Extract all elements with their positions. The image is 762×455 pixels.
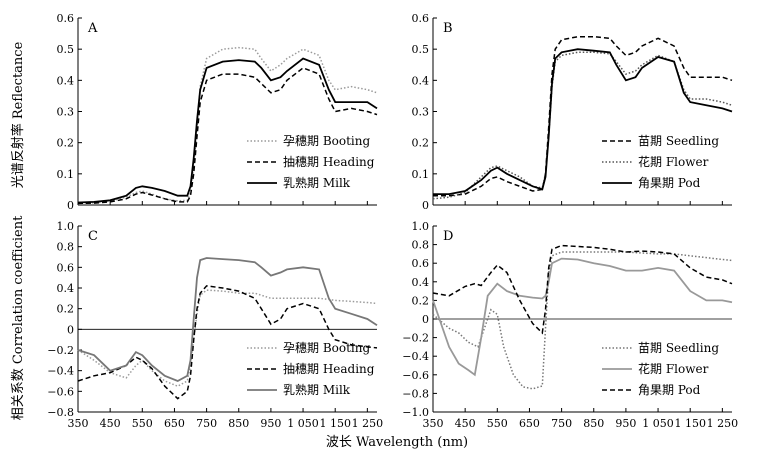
- y-tick-label-p2-9: 1.0: [57, 220, 75, 233]
- legend-label-p1-0: 苗期 Seedling: [638, 134, 719, 148]
- y-tick-label-p2-4: 0: [67, 323, 74, 336]
- y-tick-label-p3-8: 0.6: [412, 257, 430, 270]
- x-tick-label-p2-0: 350: [68, 417, 89, 430]
- y-tick-label-p0-5: 0.5: [57, 43, 75, 56]
- y-tick-label-p0-6: 0.6: [57, 12, 75, 25]
- y-axis-label-top: 光谱反射率 Reflectance: [10, 41, 26, 188]
- y-tick-label-p3-5: 0: [422, 313, 429, 326]
- x-tick-label-p3-6: 950: [615, 417, 636, 430]
- y-tick-label-p3-0: −1.0: [402, 406, 429, 419]
- y-tick-label-p3-2: −0.6: [402, 369, 429, 382]
- x-tick-label-p2-7: 1 050: [287, 417, 319, 430]
- y-tick-label-p1-6: 0.6: [412, 12, 430, 25]
- y-tick-label-p2-1: −0.6: [47, 385, 74, 398]
- panel-b: B 0 0.1 0.2 0.3 0.4 0.5 0.6 苗期 Seedling 花期 Flower…: [412, 12, 733, 212]
- y-tick-label-p2-8: 0.8: [57, 241, 75, 254]
- series-line-p0-1: [77, 67, 378, 205]
- panel-label-c: C: [88, 229, 98, 244]
- legend-label-p2-0: 孕穗期 Booting: [283, 341, 370, 355]
- x-tick-label-p3-4: 750: [551, 417, 572, 430]
- series-line-p2-2: [77, 257, 378, 382]
- x-tick-label-p2-5: 850: [228, 417, 249, 430]
- y-tick-label-p2-7: 0.6: [57, 261, 75, 274]
- y-tick-label-p2-3: −0.2: [47, 344, 74, 357]
- y-tick-label-p0-4: 0.4: [57, 74, 75, 87]
- y-tick-label-p3-6: 0.2: [412, 294, 430, 307]
- series-line-p0-2: [77, 57, 378, 204]
- legend-label-p3-1: 花期 Flower: [638, 361, 709, 376]
- x-tick-label-p3-5: 850: [583, 417, 604, 430]
- series-line-p3-1: [432, 257, 733, 377]
- y-tick-label-p0-2: 0.2: [57, 137, 75, 150]
- y-tick-label-p3-7: 0.4: [412, 276, 430, 289]
- panel-a: A 0 0.1 0.2 0.3 0.4 0.5 0.6 孕穗期 Booting 抽穗期 Headi…: [57, 12, 378, 212]
- y-tick-label-p1-2: 0.2: [412, 137, 430, 150]
- series-line-p3-0: [432, 251, 733, 390]
- y-tick-label-p3-4: −0.2: [402, 332, 429, 345]
- legend-label-p0-1: 抽穗期 Heading: [283, 155, 375, 169]
- y-tick-label-p1-1: 0.1: [412, 168, 430, 181]
- panel-label-b: B: [443, 21, 453, 36]
- legend-label-p2-2: 乳熟期 Milk: [283, 382, 351, 397]
- x-tick-label-p3-0: 350: [423, 417, 444, 430]
- y-tick-label-p1-4: 0.4: [412, 74, 430, 87]
- x-tick-label-p3-1: 450: [455, 417, 476, 430]
- y-tick-label-p3-10: 1.0: [412, 220, 430, 233]
- y-tick-label-p3-3: −0.4: [402, 350, 429, 363]
- panel-label-d: D: [443, 229, 453, 244]
- y-tick-label-p0-0: 0: [67, 199, 74, 212]
- series-line-p3-2: [432, 244, 733, 335]
- series-line-p1-0: [433, 35, 733, 197]
- panel-d: D −1.0 −0.8 −0.6 −0.4 −0.2 0 0.2 0.4 0.6 0.8 1.0 350…: [402, 220, 738, 430]
- x-axis-label: 波长 Wavelength (nm): [326, 435, 468, 450]
- x-tick-label-p2-2: 550: [132, 417, 153, 430]
- y-tick-label-p2-2: −0.4: [47, 365, 74, 378]
- series-line-p1-2: [433, 48, 733, 195]
- x-tick-label-p2-8: 1 150: [319, 417, 351, 430]
- series-line-p2-0: [77, 289, 378, 388]
- y-tick-label-p0-3: 0.3: [57, 106, 75, 119]
- series-line-p0-0: [77, 46, 378, 205]
- legend-label-p2-1: 抽穗期 Heading: [283, 362, 375, 376]
- x-tick-label-p2-4: 750: [196, 417, 217, 430]
- x-tick-label-p3-3: 650: [519, 417, 540, 430]
- x-tick-label-p2-9: 1 250: [352, 417, 384, 430]
- y-tick-label-p1-3: 0.3: [412, 106, 430, 119]
- y-tick-label-p3-1: −0.8: [402, 387, 429, 400]
- legend-label-p0-2: 乳熟期 Milk: [283, 175, 351, 190]
- legend-label-p1-2: 角果期 Pod: [638, 176, 701, 190]
- series-line-p2-1: [77, 285, 378, 400]
- x-tick-label-p2-1: 450: [100, 417, 121, 430]
- x-tick-label-p3-2: 550: [487, 417, 508, 430]
- legend-label-p3-2: 角果期 Pod: [638, 383, 701, 397]
- x-tick-label-p3-8: 1 150: [674, 417, 706, 430]
- y-axis-label-bottom: 相关系数 Correlation coefficient: [11, 215, 26, 420]
- panel-c: C −0.8 −0.6 −0.4 −0.2 0 0.2 0.4 0.6 0.8 1.0 350 450 5…: [47, 220, 383, 430]
- y-tick-label-p2-5: 0.2: [57, 303, 75, 316]
- y-tick-label-p1-5: 0.5: [412, 43, 430, 56]
- legend-label-p0-0: 孕穗期 Booting: [283, 134, 370, 148]
- x-tick-label-p2-3: 650: [164, 417, 185, 430]
- y-tick-label-p3-9: 0.8: [412, 239, 430, 252]
- panel-label-a: A: [87, 21, 98, 36]
- y-tick-label-p1-0: 0: [422, 199, 429, 212]
- y-tick-label-p0-1: 0.1: [57, 168, 75, 181]
- legend-label-p3-0: 苗期 Seedling: [638, 341, 719, 355]
- x-tick-label-p3-9: 1 250: [707, 417, 739, 430]
- y-tick-label-p2-0: −0.8: [47, 406, 74, 419]
- x-tick-label-p3-7: 1 050: [642, 417, 674, 430]
- y-tick-label-p2-6: 0.4: [57, 282, 75, 295]
- legend-label-p1-1: 花期 Flower: [638, 154, 709, 169]
- x-tick-label-p2-6: 950: [260, 417, 281, 430]
